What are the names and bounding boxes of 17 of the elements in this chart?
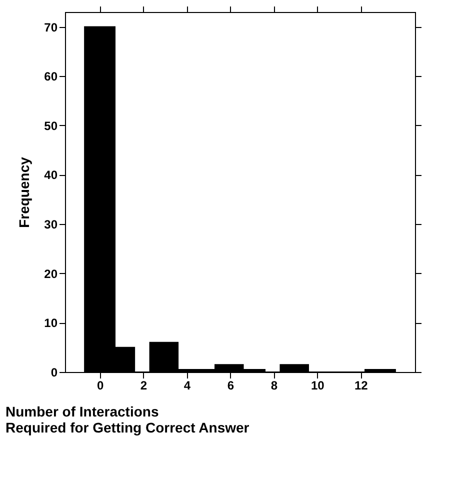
x-tick-label: 12 bbox=[354, 378, 368, 392]
x-tick-label: 10 bbox=[310, 378, 325, 392]
y-tick-label: 40 bbox=[44, 168, 58, 182]
y-tick-label: 60 bbox=[44, 70, 58, 84]
x-tick-label: 0 bbox=[96, 378, 104, 392]
x-tick-label: 6 bbox=[227, 378, 234, 392]
y-axis-title: Frequency bbox=[16, 156, 32, 228]
y-tick-label: 70 bbox=[44, 20, 58, 34]
y-tick-label: 20 bbox=[44, 266, 58, 281]
y-tick-label: 30 bbox=[44, 218, 58, 232]
y-tick-label: 10 bbox=[44, 316, 58, 330]
y-tick-label: 50 bbox=[44, 118, 58, 133]
x-axis-title: Number of Interactions Required for Getting Correct Answer bbox=[6, 404, 250, 436]
x-tick-label: 4 bbox=[184, 378, 191, 392]
x-tick-label: 8 bbox=[270, 378, 278, 392]
y-tick-label: 0 bbox=[50, 366, 58, 380]
x-tick-label: 2 bbox=[140, 378, 148, 392]
